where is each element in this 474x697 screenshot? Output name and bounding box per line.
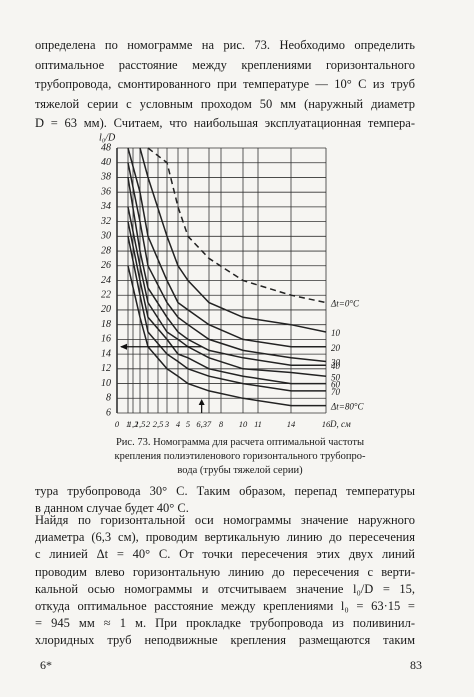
- y-tick-label: 36: [100, 186, 111, 197]
- y-tick-label: 32: [100, 216, 111, 227]
- curve: [127, 265, 326, 407]
- y-tick-label: 28: [101, 245, 111, 256]
- y-tick-label: 38: [100, 172, 111, 183]
- x-tick-label: 1,5: [135, 419, 146, 429]
- text-line: кальной осью номограммы и отсчитываем зн…: [35, 581, 415, 596]
- y-tick-label: 8: [106, 393, 111, 404]
- x-axis-label: D, см: [329, 419, 351, 429]
- text-line: оптимальное расстояние между креплениями…: [35, 57, 415, 72]
- text-line: трубопровода, смонтированного при темпер…: [35, 77, 415, 91]
- text-line: = 945 мм ≈ 1 м. При прокладке трубопрово…: [35, 616, 415, 631]
- y-tick-label: 10: [101, 378, 111, 389]
- curve-label: 50: [331, 372, 341, 382]
- y-tick-label: 48: [101, 142, 111, 153]
- y-axis-label: l₀/D: [99, 132, 116, 143]
- text-line: в данном случае будет 40° С.: [35, 501, 189, 515]
- footer-left: 6*: [40, 658, 52, 672]
- text-line: откуда оптимальное расстояние между креп…: [35, 599, 415, 613]
- text-line: Найдя по горизонтальной оси номограммы з…: [35, 513, 415, 527]
- y-tick-label: 26: [101, 260, 111, 271]
- text-line: тура трубопровода 30° С. Таким образом, …: [35, 484, 415, 498]
- y-tick-label: 6: [106, 407, 111, 418]
- text-line: тяжелой серии с условным проходом 50 мм …: [35, 96, 415, 111]
- y-tick-label: 16: [101, 334, 111, 345]
- text-line: D = 63 мм). Считаем, что наибольшая эксп…: [35, 116, 415, 130]
- curve: [127, 162, 327, 363]
- text-line: проводим влево горизонтальную линию до п…: [35, 564, 415, 579]
- y-tick-label: 18: [101, 319, 111, 330]
- text-line: определена по номограмме на рис. 73. Нео…: [35, 38, 415, 52]
- x-tick-label: 14: [287, 419, 296, 429]
- x-tick-label: 11: [254, 419, 262, 429]
- curve-label: 60: [331, 380, 341, 390]
- curve: [127, 206, 327, 377]
- y-tick-label: 30: [100, 231, 111, 242]
- curve-label: 30: [330, 358, 341, 368]
- x-tick-label: 5: [186, 419, 190, 429]
- text-line: с линией Δt = 40° С. От точки пересечени…: [35, 547, 415, 562]
- text-line: хлоридных труб неподвижные крепления раз…: [35, 633, 415, 648]
- x-tick-label: 8: [219, 419, 224, 429]
- caption-line: крепления полиэтиленового горизонтальног…: [114, 451, 366, 462]
- curve-label: 70: [331, 387, 341, 397]
- curve: [127, 221, 326, 385]
- x-tick-label: 10: [239, 419, 248, 429]
- x-tick-label: 2,5: [153, 419, 164, 429]
- curve: [127, 177, 326, 366]
- curve: [127, 236, 326, 392]
- y-tick-label: 20: [101, 304, 111, 315]
- curve: [147, 147, 327, 304]
- curve-label: Δt=80°C: [330, 402, 364, 412]
- arrowhead: [120, 343, 127, 350]
- text-line: диаметра (6,3 см), проводим вертикальную…: [35, 530, 415, 545]
- curve: [127, 147, 326, 348]
- x-tick-label: 16: [322, 419, 331, 429]
- y-tick-label: 40: [101, 157, 111, 168]
- y-tick-label: 14: [101, 348, 111, 359]
- y-tick-label: 22: [101, 290, 111, 301]
- y-tick-label: 12: [101, 363, 111, 374]
- curve-label: Δt=0°C: [330, 299, 360, 309]
- x-tick-label: 7: [207, 419, 212, 429]
- curve-label: 20: [331, 343, 341, 353]
- x-tick-label: 2: [146, 419, 151, 429]
- caption-line: вода (трубы тяжелой серии): [177, 465, 303, 476]
- x-tick-label: 1,2: [128, 419, 139, 429]
- x-tick-label: 1: [126, 419, 130, 429]
- arrowhead: [198, 399, 205, 405]
- x-tick-label: 3: [164, 419, 169, 429]
- page-number: 83: [410, 658, 422, 672]
- curve: [139, 147, 327, 333]
- caption-line: Рис. 73. Номограмма для расчета оптималь…: [115, 437, 365, 448]
- x-annotation: 6,3: [196, 419, 207, 429]
- y-tick-label: 24: [101, 275, 111, 286]
- x-tick-label: 0: [115, 419, 120, 429]
- curve-label: 10: [331, 328, 341, 338]
- y-tick-label: 34: [100, 201, 111, 212]
- x-tick-label: 4: [176, 419, 181, 429]
- curve-label: 40: [331, 361, 341, 371]
